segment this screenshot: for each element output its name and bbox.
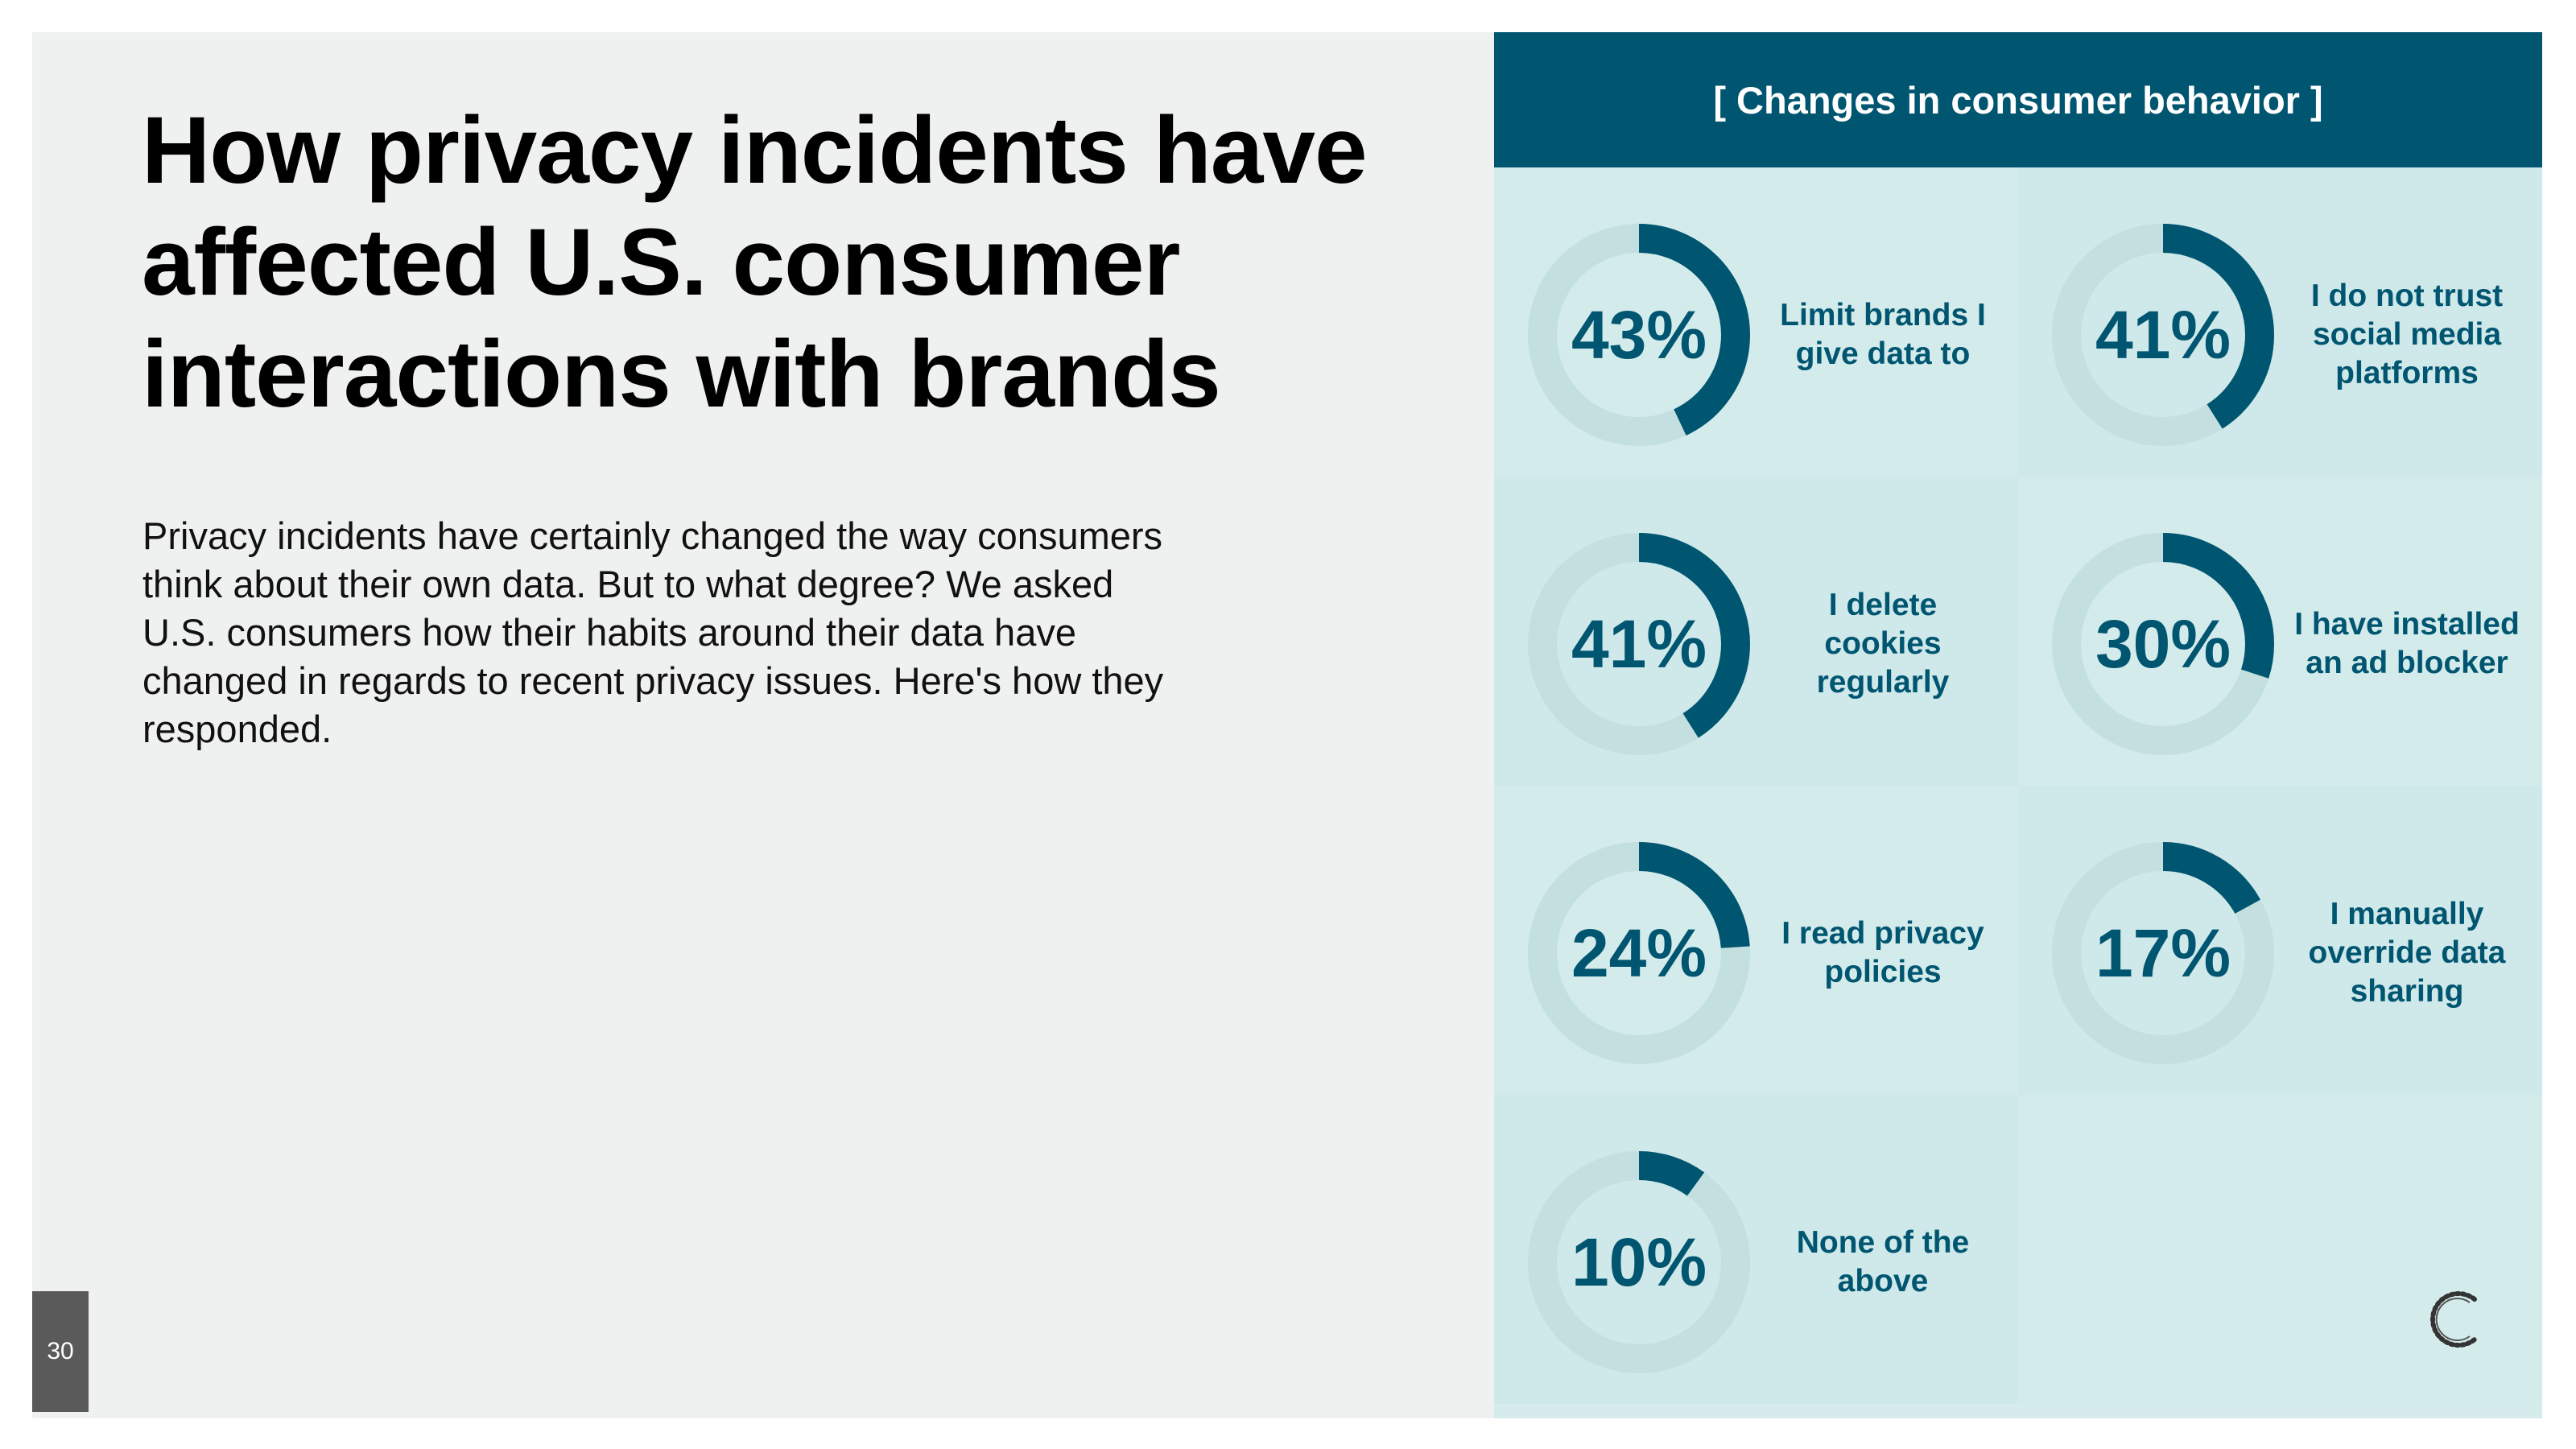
donut-card: 17% I manually override data sharing (2018, 786, 2542, 1095)
donut-percent-label: 41% (1571, 605, 1707, 682)
donut-label-box: I read privacy policies (1766, 837, 2000, 1069)
donut-chart: 30% (2047, 528, 2279, 760)
paragraph-line: responded. (142, 708, 332, 750)
donut-category-label: I delete cookies regularly (1816, 588, 1950, 700)
donut-svg (1528, 842, 1750, 1064)
donut-value-arc (2052, 533, 2274, 755)
paragraph-line: Privacy incidents have certainly changed… (142, 514, 1163, 557)
title-line: affected U.S. consumer (142, 209, 1180, 316)
donut-chart: 43% (1523, 219, 1755, 451)
donut-card: 24% I read privacy policies (1494, 786, 2018, 1095)
donut-percent-label: 24% (1571, 914, 1707, 991)
donut-svg (2052, 224, 2274, 446)
donut-card: 41% I delete cookies regularly (1494, 477, 2018, 786)
donut-svg (2052, 842, 2274, 1064)
title-line: interactions with brands (142, 321, 1221, 427)
donut-category-label: I read privacy policies (1781, 916, 1984, 989)
donut-chart: 41% (2047, 219, 2279, 451)
donut-percent-label: 17% (2095, 914, 2231, 991)
title-line: How privacy incidents have (142, 97, 1368, 204)
intro-paragraph: Privacy incidents have certainly changed… (142, 512, 1318, 753)
paragraph-line: think about their own data. But to what … (142, 563, 1114, 605)
donut-card: 30% I have installed an ad blocker (2018, 477, 2542, 786)
donut-percent-label: 30% (2095, 605, 2231, 682)
donut-value-arc (2052, 224, 2274, 446)
donut-card: 10% None of the above (1494, 1095, 2018, 1404)
behavior-panel: [ Changes in consumer behavior ] 43% Limi… (1494, 32, 2542, 1418)
donut-chart: 10% (1523, 1146, 1755, 1378)
donut-percent-label: 41% (2095, 296, 2231, 373)
donut-category-label: I have installed an ad blocker (2294, 607, 2520, 680)
donut-value-arc (1528, 1151, 1750, 1373)
paragraph-line: U.S. consumers how their habits around t… (142, 611, 1076, 654)
page-title: How privacy incidents have affected U.S.… (142, 95, 1430, 431)
donut-label-box: I delete cookies regularly (1766, 528, 2000, 760)
donut-chart: 41% (1523, 528, 1755, 760)
donut-category-label: Limit brands I give data to (1780, 298, 1986, 371)
donut-category-label: I do not trust social media platforms (2310, 279, 2504, 390)
donut-percent-label: 43% (1571, 296, 1707, 373)
paragraph-line: changed in regards to recent privacy iss… (142, 659, 1164, 702)
donut-label-box: I do not trust social media platforms (2290, 219, 2524, 451)
donut-svg (2052, 533, 2274, 755)
donut-card: 43% Limit brands I give data to (1494, 167, 2018, 477)
donut-card: 41% I do not trust social media platforms (2018, 167, 2542, 477)
page-number: 30 (32, 1291, 89, 1412)
donut-label-box: Limit brands I give data to (1766, 219, 2000, 451)
donut-label-box: None of the above (1766, 1146, 2000, 1378)
donut-svg (1528, 1151, 1750, 1373)
donut-label-box: I manually override data sharing (2290, 837, 2524, 1069)
company-logo-icon (2430, 1291, 2477, 1348)
donut-label-box: I have installed an ad blocker (2290, 528, 2524, 760)
panel-header-title: [ Changes in consumer behavior ] (1713, 78, 2323, 122)
slide: How privacy incidents have affected U.S.… (32, 32, 2542, 1418)
donut-chart: 24% (1523, 837, 1755, 1069)
left-panel: How privacy incidents have affected U.S.… (32, 32, 1494, 1418)
donut-value-arc (2052, 842, 2274, 1064)
donut-chart: 17% (2047, 837, 2279, 1069)
donut-category-label: I manually override data sharing (2308, 897, 2506, 1009)
donut-value-arc (1528, 533, 1750, 755)
donut-value-arc (1528, 842, 1750, 1064)
donut-percent-label: 10% (1571, 1224, 1707, 1300)
donut-svg (1528, 533, 1750, 755)
donut-category-label: None of the above (1796, 1225, 1970, 1298)
donut-grid: 43% Limit brands I give data to 41% I do no… (1494, 167, 2542, 1418)
donut-value-arc (1528, 224, 1750, 446)
empty-cell (2018, 1095, 2542, 1404)
panel-header: [ Changes in consumer behavior ] (1494, 32, 2542, 167)
donut-svg (1528, 224, 1750, 446)
